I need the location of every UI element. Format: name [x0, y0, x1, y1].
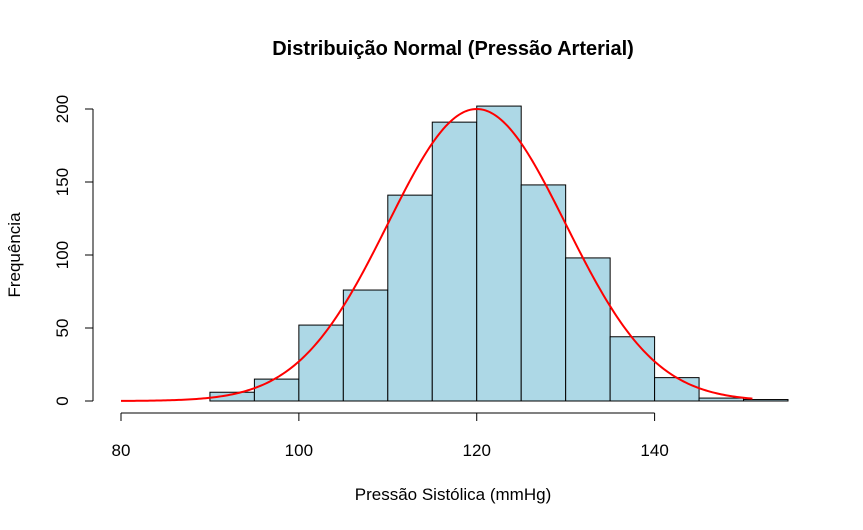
- x-tick-label: 120: [463, 441, 491, 460]
- histogram-bar: [654, 377, 700, 402]
- chart-title: Distribuição Normal (Pressão Arterial): [272, 38, 634, 60]
- histogram-bar: [520, 184, 567, 402]
- histogram-bar: [476, 105, 522, 402]
- y-tick-label: 100: [53, 241, 72, 269]
- histogram-bar: [565, 257, 611, 402]
- histogram-bar: [253, 378, 300, 402]
- x-axis: 80 100 120 140: [112, 412, 669, 460]
- histogram-bar: [387, 194, 433, 402]
- bars-group: [209, 105, 789, 402]
- histogram-bar: [342, 289, 389, 402]
- density-curve-group: [120, 107, 753, 402]
- histogram-bar: [609, 336, 656, 402]
- histogram-bar: [743, 399, 789, 402]
- y-tick-label: 0: [53, 396, 72, 405]
- x-tick-label: 100: [285, 441, 313, 460]
- y-tick-label: 50: [53, 319, 72, 338]
- x-axis-label: Pressão Sistólica (mmHg): [355, 485, 552, 504]
- x-tick-label: 80: [112, 441, 131, 460]
- y-tick-label: 200: [53, 95, 72, 123]
- density-curve: [120, 107, 753, 402]
- histogram-bar: [431, 121, 478, 402]
- y-tick-label: 150: [53, 168, 72, 196]
- y-axis-label: Frequência: [5, 212, 24, 298]
- histogram-bar: [698, 397, 745, 402]
- x-tick-label: 140: [640, 441, 668, 460]
- y-axis: 0 50 100 150 200: [53, 95, 94, 406]
